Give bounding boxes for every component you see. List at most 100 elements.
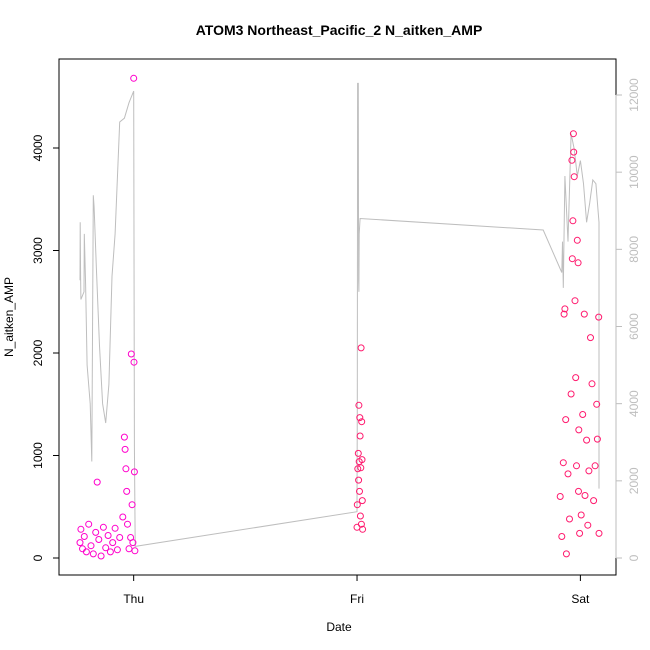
data-point — [116, 534, 124, 541]
data-point — [579, 411, 587, 418]
data-point — [558, 533, 566, 540]
data-point — [76, 539, 84, 547]
data-point — [575, 487, 582, 495]
data-point — [129, 539, 137, 547]
data-point — [569, 130, 577, 138]
y-axis-label: N_aitken_AMP — [2, 277, 16, 357]
data-point — [77, 525, 85, 533]
data-point — [130, 74, 138, 82]
secondary-line-series — [79, 82, 600, 547]
data-point — [577, 511, 585, 519]
data-point — [95, 536, 103, 543]
data-point — [568, 156, 576, 164]
data-point — [99, 523, 107, 531]
data-point — [356, 487, 363, 495]
data-point — [359, 525, 367, 533]
y-left-tick-label: 3000 — [31, 237, 45, 264]
data-point — [92, 528, 100, 536]
data-point — [119, 513, 127, 521]
y-left-tick-label: 1000 — [31, 442, 45, 469]
data-point — [85, 520, 93, 528]
y-left-tick-label: 0 — [31, 554, 45, 561]
data-point — [585, 467, 593, 475]
data-point — [358, 456, 366, 464]
x-tick-label: Sat — [571, 592, 590, 606]
x-axis-label: Date — [326, 620, 352, 634]
data-point — [581, 492, 589, 499]
data-point — [573, 236, 581, 244]
data-point — [111, 524, 119, 532]
data-point — [87, 542, 95, 550]
data-point — [562, 416, 570, 424]
data-point — [590, 497, 598, 505]
scatter-points — [76, 74, 603, 560]
data-point — [104, 532, 112, 539]
x-tick-label: Fri — [350, 592, 364, 606]
data-point — [564, 470, 572, 478]
y-right-tick-label: 6000 — [627, 313, 641, 340]
data-point — [356, 512, 364, 520]
data-point — [120, 433, 128, 441]
data-point — [79, 545, 86, 553]
data-point — [131, 547, 139, 555]
data-point — [102, 544, 110, 552]
data-point — [93, 478, 101, 486]
data-point — [568, 255, 576, 263]
chart-title: ATOM3 Northeast_Pacific_2 N_aitken_AMP — [196, 22, 483, 38]
data-point — [128, 501, 136, 509]
data-point — [566, 515, 573, 523]
data-point — [82, 548, 90, 556]
data-point — [354, 449, 362, 457]
plot-box — [58, 58, 617, 576]
data-point — [97, 552, 105, 560]
data-point — [588, 380, 596, 388]
data-point — [559, 459, 567, 467]
data-point — [130, 468, 138, 476]
data-point — [562, 550, 570, 558]
data-point — [80, 533, 88, 540]
data-point — [591, 462, 599, 470]
data-point — [358, 497, 366, 505]
y-right-tick-label: 8000 — [627, 236, 641, 263]
data-point — [130, 358, 138, 366]
y-right-tick-label: 2000 — [627, 467, 641, 494]
data-point — [580, 310, 588, 318]
y-right-tick-label: 12000 — [627, 78, 641, 112]
data-point — [574, 259, 582, 267]
x-tick-label: Thu — [123, 592, 144, 606]
y-right-tick-label: 4000 — [627, 390, 641, 417]
data-point — [575, 426, 583, 434]
data-point — [561, 305, 569, 313]
data-point — [358, 418, 366, 426]
data-point — [584, 521, 592, 529]
data-point — [567, 390, 575, 398]
data-point — [124, 520, 131, 528]
data-point — [357, 344, 365, 352]
series-line — [79, 82, 600, 547]
y-left-tick-label: 2000 — [31, 339, 45, 366]
data-point — [127, 350, 135, 358]
data-point — [121, 445, 129, 453]
data-point — [356, 414, 364, 422]
data-point — [355, 401, 363, 409]
data-point — [570, 173, 578, 181]
data-point — [89, 550, 97, 558]
data-point — [595, 529, 603, 537]
data-point — [573, 462, 580, 470]
data-point — [593, 400, 601, 408]
y-right-tick-label: 0 — [627, 554, 641, 561]
data-point — [556, 493, 564, 500]
data-point — [122, 465, 130, 473]
data-point — [583, 436, 591, 444]
data-point — [576, 529, 584, 537]
data-point — [572, 374, 580, 382]
data-point — [106, 548, 114, 556]
data-point — [569, 217, 577, 225]
data-point — [357, 464, 365, 472]
data-point — [109, 539, 117, 547]
data-point — [355, 476, 363, 484]
data-point — [125, 545, 133, 553]
data-point — [560, 310, 568, 318]
y-left-tick-label: 4000 — [31, 134, 45, 161]
